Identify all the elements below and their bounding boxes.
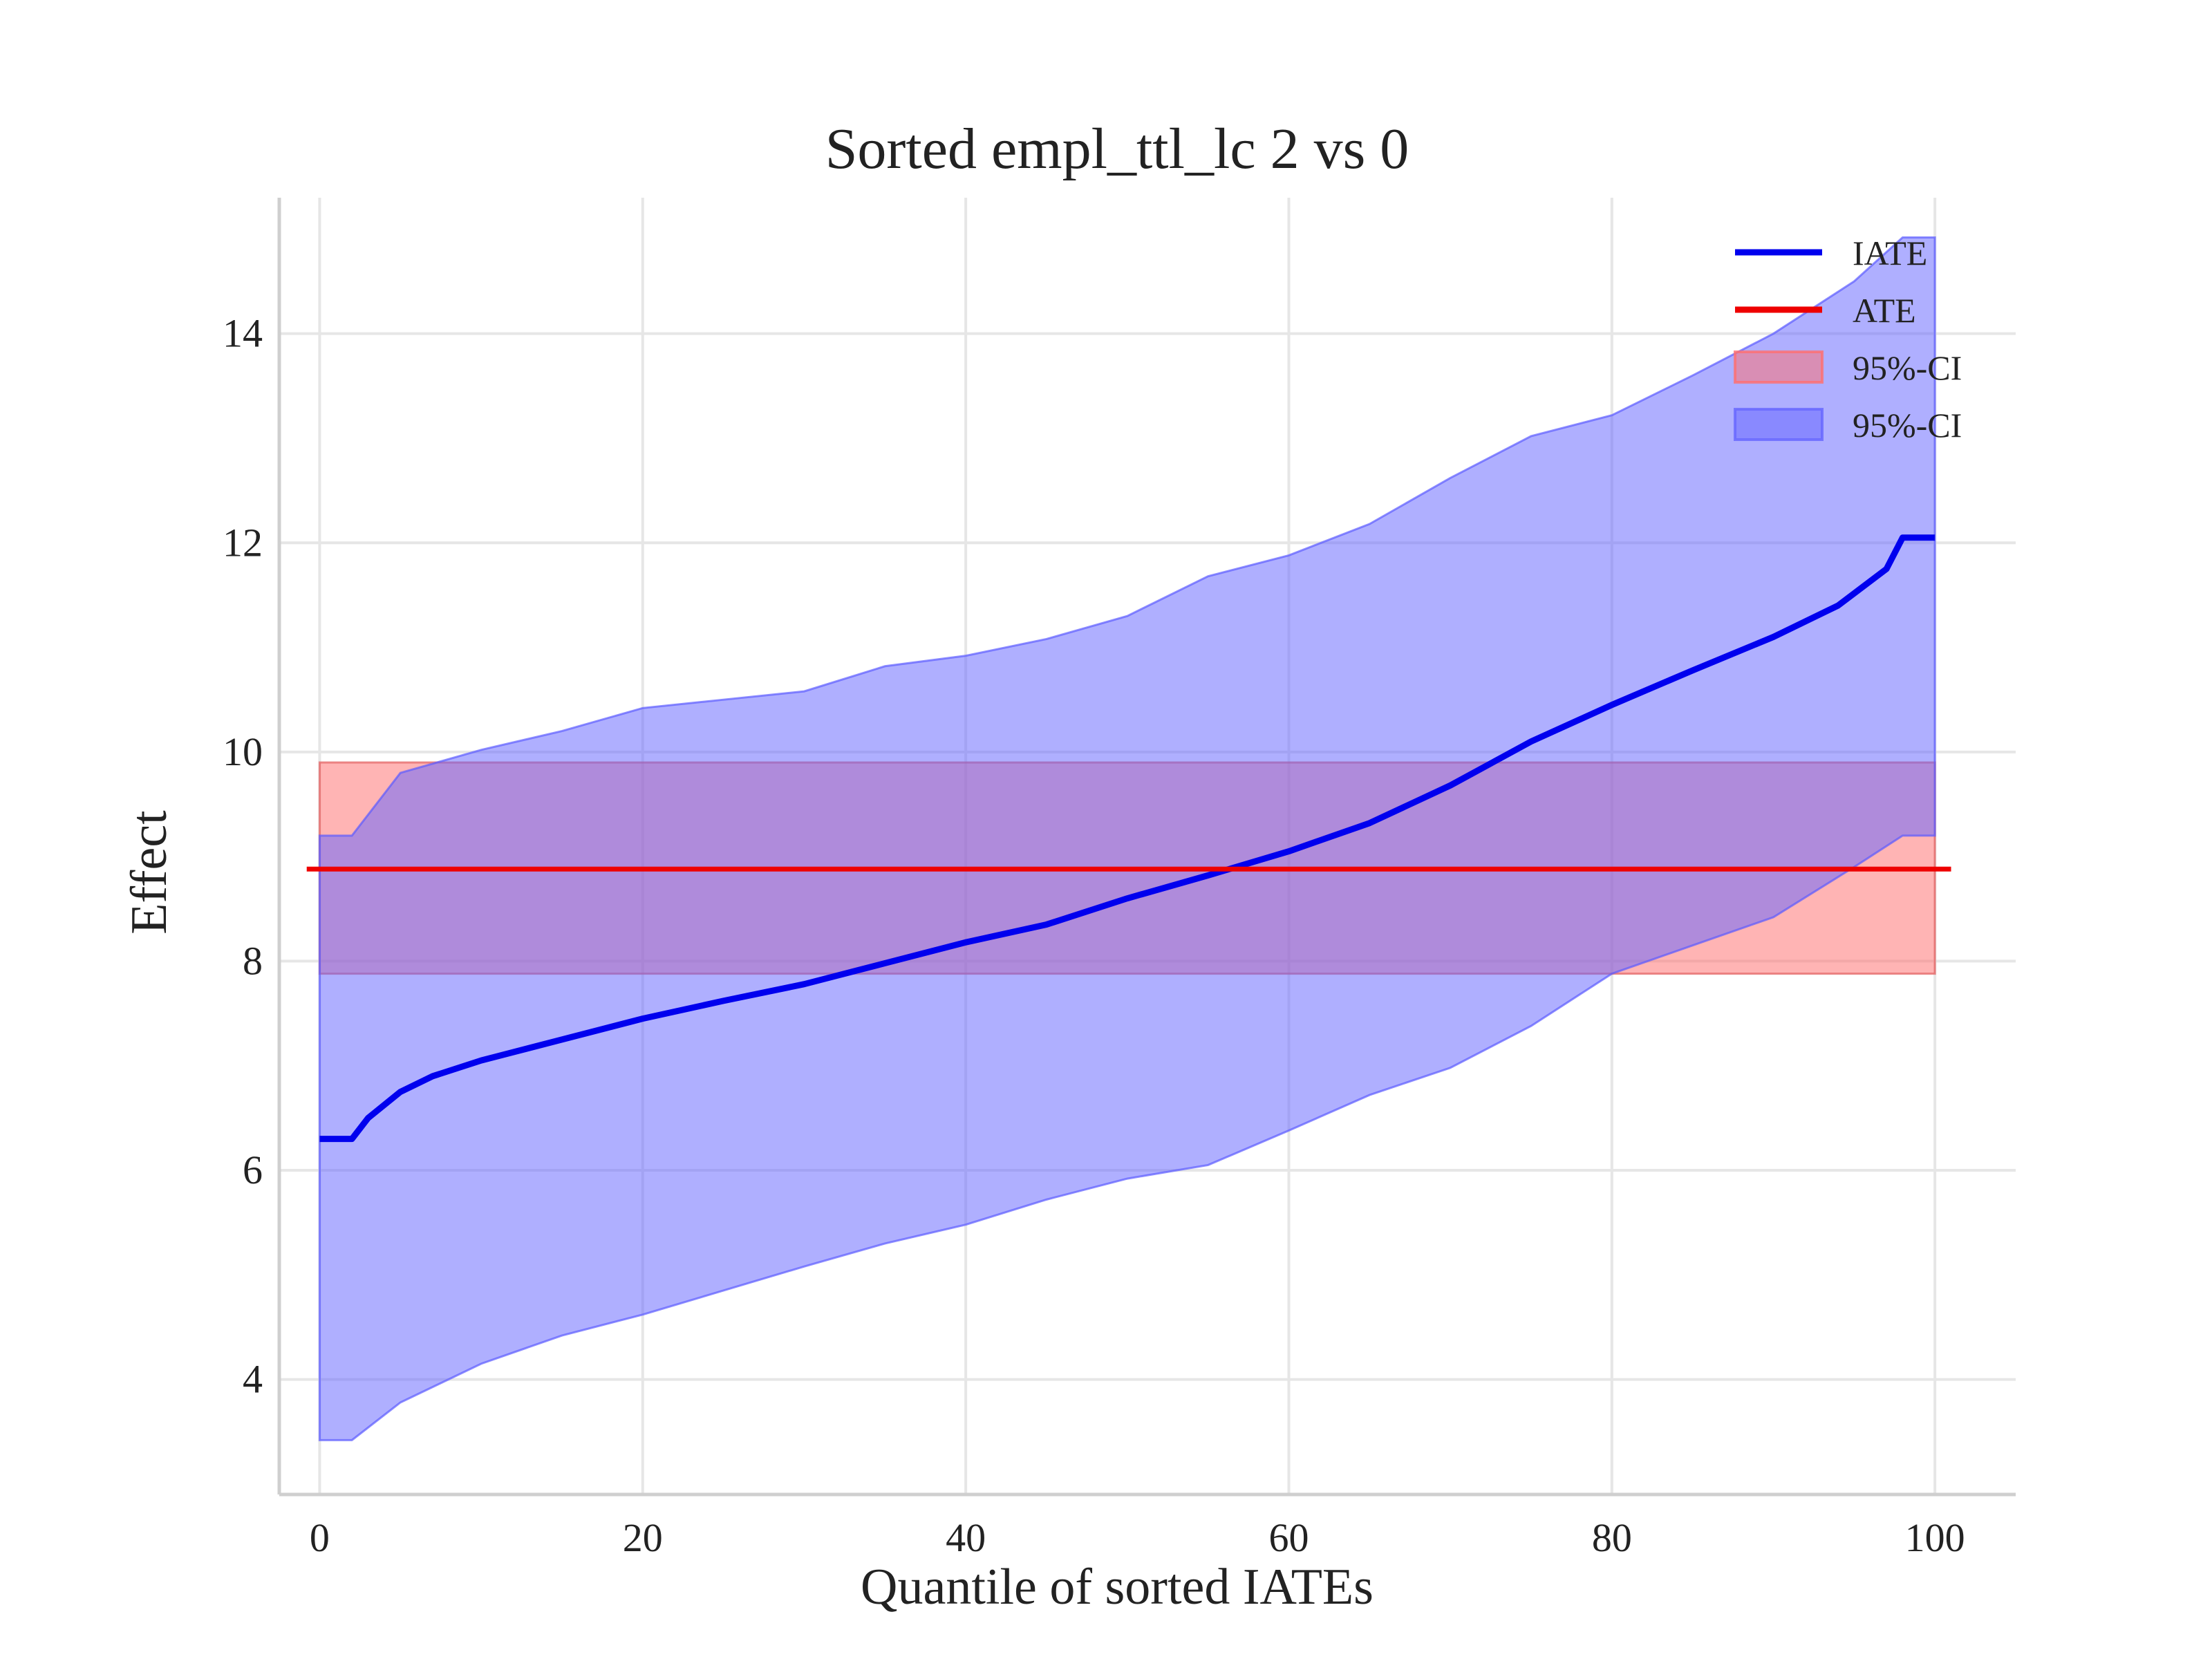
iate-line [319,534,1936,1143]
legend-label-0: IATE [1853,234,1927,272]
x-tick-label-1: 20 [623,1515,663,1560]
y-tick-label-0: 4 [243,1357,263,1402]
ci-legend-swatch-2 [1734,350,1824,384]
legend-label-2: 95%-CI [1853,348,1962,387]
y-tick-label-5: 14 [223,311,263,356]
iate-ci-band [318,236,1936,1441]
chart-title: Sorted empl_ttl_lc 2 vs 0 [825,117,1409,181]
y-tick-label-1: 6 [243,1147,263,1192]
y-tick-label-3: 10 [223,729,263,774]
y-tick-label-4: 12 [223,520,263,565]
band-layer [318,236,1936,1441]
x-tick-label-5: 100 [1905,1515,1965,1560]
ci-legend-swatch-3 [1734,408,1824,441]
x-tick-label-0: 0 [310,1515,330,1560]
legend: IATE ATE 95%-CI 95%-CI [1734,234,1962,444]
legend-label-1: ATE [1853,291,1916,330]
x-tick-label-4: 80 [1592,1515,1632,1560]
x-tick-label-2: 40 [946,1515,986,1560]
y-axis-label: Effect [121,810,178,935]
y-tick-label-2: 8 [243,938,263,983]
axis-layer [277,198,2016,1497]
x-axis-label: Quantile of sorted IATEs [861,1559,1374,1615]
line-layer [306,534,1951,1143]
tick-layer: 0 20 40 60 80 100 4 6 8 10 12 14 [223,311,1965,1560]
legend-label-3: 95%-CI [1853,406,1962,444]
x-tick-label-3: 60 [1268,1515,1309,1560]
